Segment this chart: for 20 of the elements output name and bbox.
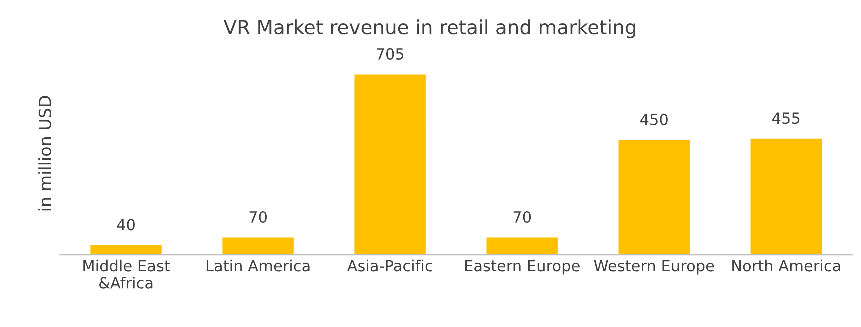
data-label: 40 — [117, 219, 135, 231]
x-tick-label: Eastern Europe — [466, 260, 580, 275]
x-tick-label: North America — [732, 260, 840, 272]
bar — [617, 138, 692, 256]
y-axis-title: in million USD — [38, 96, 52, 211]
x-tick-label: Middle East &Africa — [84, 260, 170, 289]
x-tick-label: Latin America — [206, 260, 310, 272]
x-tick-label: Western Europe — [594, 260, 714, 275]
data-label: 455 — [772, 112, 800, 124]
bar — [89, 244, 164, 256]
bar — [353, 73, 428, 256]
data-label: 705 — [376, 48, 404, 60]
chart-title: VR Market revenue in retail and marketing — [224, 20, 636, 38]
data-label: 70 — [514, 211, 532, 224]
data-label: 70 — [250, 211, 268, 224]
bar — [749, 138, 824, 256]
data-label: 450 — [640, 114, 668, 126]
x-tick-label: Asia-Pacific — [347, 260, 432, 272]
bar — [485, 236, 560, 256]
bar — [221, 236, 296, 256]
